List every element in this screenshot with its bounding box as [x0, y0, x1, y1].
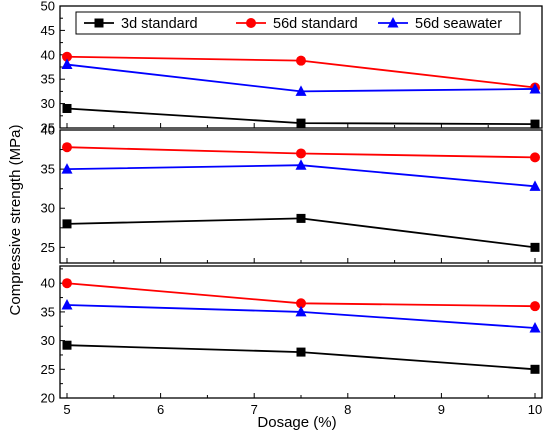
data-point-56d-standard	[530, 152, 540, 163]
y-tick-label: 30	[41, 333, 55, 348]
y-tick-label: 25	[41, 121, 55, 136]
data-point-3d-standard	[530, 242, 540, 252]
x-tick-label: 9	[438, 402, 445, 417]
legend-label: 56d seawater	[415, 16, 502, 32]
y-tick-label: 25	[41, 362, 55, 377]
data-point-56d-seawater	[295, 85, 307, 96]
y-tick-label: 40	[41, 123, 55, 138]
y-tick-label: 35	[41, 162, 55, 177]
data-point-56d-standard	[296, 148, 306, 159]
y-tick-label: 40	[41, 47, 55, 62]
data-point-56d-seawater	[529, 321, 541, 333]
data-point-56d-standard	[62, 51, 72, 62]
y-axis-title: Compressive strength (MPa)	[7, 125, 24, 316]
y-tick-label: 35	[41, 304, 55, 319]
y-tick-label: 20	[41, 391, 55, 406]
data-point-56d-standard	[296, 55, 306, 66]
data-point-56d-seawater	[295, 159, 307, 170]
legend-label: 3d standard	[121, 16, 198, 32]
data-point-3d-standard	[530, 364, 540, 374]
y-tick-label: 40	[41, 276, 55, 291]
y-tick-label: 35	[41, 72, 55, 87]
data-point-3d-standard	[62, 103, 72, 113]
data-point-3d-standard	[296, 347, 306, 357]
y-tick-label: 30	[41, 96, 55, 111]
legend-marker	[94, 18, 104, 28]
legend-label: 56d standard	[273, 16, 358, 32]
data-point-3d-standard	[530, 119, 540, 129]
y-tick-label: 30	[41, 201, 55, 216]
y-tick-label: 50	[41, 0, 55, 14]
y-tick-label: 45	[41, 23, 55, 38]
panel-2: 25 30 35 40	[41, 123, 543, 264]
data-point-56d-seawater	[529, 180, 541, 191]
data-point-56d-seawater	[61, 58, 73, 70]
data-point-56d-standard	[296, 298, 306, 309]
legend-marker	[387, 17, 399, 28]
data-point-56d-standard	[62, 278, 72, 289]
data-point-56d-standard	[62, 142, 72, 153]
x-tick-label: 6	[157, 402, 164, 417]
chart-panels: 25 30 35 40 45 50 25 30 35 40 20 25 30 35 40 5 6 7 8 9 10	[41, 0, 543, 417]
data-point-3d-standard	[62, 219, 72, 229]
panel-1: 25 30 35 40 45 50	[41, 0, 543, 136]
x-tick-label: 8	[344, 402, 351, 417]
y-tick-label: 25	[41, 240, 55, 255]
panel-3: 20 25 30 35 40	[41, 265, 543, 406]
data-point-3d-standard	[296, 213, 306, 223]
data-point-3d-standard	[296, 118, 306, 128]
data-point-56d-seawater	[529, 82, 541, 94]
data-point-3d-standard	[62, 340, 72, 350]
data-point-56d-seawater	[295, 305, 307, 317]
legend-box	[75, 11, 521, 35]
x-tick-label: 10	[528, 402, 542, 417]
chart-legend: 3d standard 56d standard 56d seawater	[75, 11, 521, 35]
x-axis-title: Dosage (%)	[257, 414, 336, 431]
panel-frame	[59, 265, 543, 399]
x-tick-label: 5	[63, 402, 70, 417]
data-point-56d-seawater	[61, 299, 73, 310]
data-point-56d-seawater	[61, 163, 73, 174]
data-point-56d-standard	[530, 301, 540, 312]
x-tick-label: 7	[251, 402, 258, 417]
legend-marker	[246, 18, 256, 28]
